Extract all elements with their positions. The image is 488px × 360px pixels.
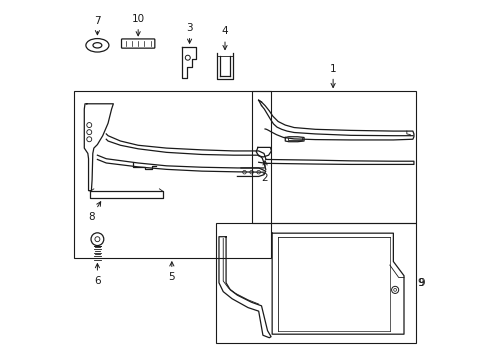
- Text: 6: 6: [94, 264, 101, 286]
- Bar: [74, 91, 270, 258]
- Text: 9: 9: [417, 278, 424, 288]
- Text: 3: 3: [186, 23, 192, 43]
- Text: 7: 7: [94, 16, 101, 35]
- Text: 2: 2: [261, 161, 268, 183]
- Bar: [216, 222, 416, 343]
- Text: 1: 1: [329, 64, 336, 87]
- Text: 9: 9: [417, 278, 423, 288]
- Text: 4: 4: [221, 26, 228, 50]
- Text: 10: 10: [131, 14, 144, 36]
- Text: 8: 8: [88, 202, 101, 222]
- Bar: [251, 91, 416, 222]
- Text: 5: 5: [168, 262, 175, 282]
